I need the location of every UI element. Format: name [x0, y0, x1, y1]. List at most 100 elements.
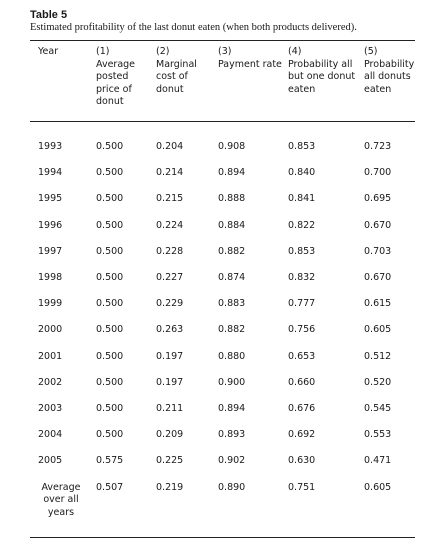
- cell-probability-all-but-one: 0.822: [288, 219, 316, 231]
- cell-payment-rate: 0.900: [218, 376, 246, 388]
- cell-probability-all: 0.670: [364, 272, 392, 283]
- cell-probability-all: 0.512: [364, 350, 392, 362]
- cell-average-posted-price: 0.500: [96, 350, 124, 362]
- cell-probability-all-but-one: 0.676: [288, 403, 316, 414]
- summary-cell-probability-all: 0.605: [364, 481, 392, 493]
- summary-cell-payment-rate: 0.890: [218, 481, 246, 493]
- cell-probability-all: 0.553: [364, 429, 392, 441]
- cell-year: 1993: [38, 141, 63, 152]
- cell-marginal-cost: 0.209: [156, 429, 184, 441]
- cell-probability-all-but-one: 0.853: [288, 141, 316, 152]
- cell-probability-all-but-one: 0.653: [288, 350, 316, 362]
- cell-average-posted-price: 0.575: [96, 455, 124, 467]
- cell-average-posted-price: 0.500: [96, 245, 124, 257]
- table-row: 1994 0.500 0.214 0.894 0.840 0.700: [0, 167, 438, 181]
- cell-year: 2004: [38, 429, 63, 441]
- cell-probability-all-but-one: 0.840: [288, 167, 316, 179]
- cell-year: 1999: [38, 298, 63, 310]
- bottom-rule: [30, 537, 415, 538]
- cell-payment-rate: 0.882: [218, 245, 246, 257]
- cell-marginal-cost: 0.197: [156, 350, 184, 362]
- cell-probability-all-but-one: 0.660: [288, 376, 316, 388]
- cell-probability-all: 0.615: [364, 298, 392, 310]
- header-year: Year: [38, 46, 59, 57]
- cell-probability-all: 0.723: [364, 141, 392, 152]
- cell-probability-all-but-one: 0.692: [288, 429, 316, 441]
- table-row: 2000 0.500 0.263 0.882 0.756 0.605: [0, 324, 438, 338]
- cell-year: 1995: [38, 193, 63, 205]
- summary-cell-probability-all-but-one: 0.751: [288, 481, 316, 493]
- cell-marginal-cost: 0.214: [156, 167, 184, 179]
- summary-label: Average over all years: [41, 481, 81, 518]
- cell-probability-all: 0.545: [364, 403, 392, 414]
- cell-year: 1998: [38, 272, 63, 283]
- cell-payment-rate: 0.902: [218, 455, 246, 467]
- cell-probability-all-but-one: 0.756: [288, 324, 316, 336]
- cell-marginal-cost: 0.215: [156, 193, 184, 205]
- cell-average-posted-price: 0.500: [96, 219, 124, 231]
- cell-marginal-cost: 0.204: [156, 141, 184, 152]
- header-probability-all: (5) Probability all donuts eaten: [364, 46, 415, 95]
- top-rule: [30, 40, 415, 41]
- cell-marginal-cost: 0.225: [156, 455, 184, 467]
- header-rule: [30, 121, 415, 122]
- header-marginal-cost: (2) Marginal cost of donut: [156, 46, 197, 95]
- table-caption: Estimated profitability of the last donu…: [30, 22, 357, 33]
- cell-year: 1994: [38, 167, 63, 179]
- cell-marginal-cost: 0.229: [156, 298, 184, 310]
- table-row: 1993 0.500 0.204 0.908 0.853 0.723: [0, 141, 438, 155]
- cell-marginal-cost: 0.224: [156, 219, 184, 231]
- cell-year: 2005: [38, 455, 63, 467]
- cell-payment-rate: 0.884: [218, 219, 246, 231]
- cell-average-posted-price: 0.500: [96, 272, 124, 283]
- cell-payment-rate: 0.908: [218, 141, 246, 152]
- summary-cell-average-posted-price: 0.507: [96, 481, 124, 493]
- table-row: 2003 0.500 0.211 0.894 0.676 0.545: [0, 403, 438, 417]
- cell-probability-all: 0.700: [364, 167, 392, 179]
- cell-probability-all: 0.670: [364, 219, 392, 231]
- cell-year: 2000: [38, 324, 63, 336]
- cell-probability-all-but-one: 0.630: [288, 455, 316, 467]
- cell-year: 1996: [38, 219, 63, 231]
- cell-average-posted-price: 0.500: [96, 403, 124, 414]
- cell-payment-rate: 0.874: [218, 272, 246, 283]
- cell-payment-rate: 0.880: [218, 350, 246, 362]
- cell-payment-rate: 0.894: [218, 403, 246, 414]
- cell-probability-all-but-one: 0.853: [288, 245, 316, 257]
- cell-average-posted-price: 0.500: [96, 376, 124, 388]
- cell-average-posted-price: 0.500: [96, 141, 124, 152]
- cell-probability-all: 0.520: [364, 376, 392, 388]
- table-row: 1998 0.500 0.227 0.874 0.832 0.670: [0, 272, 438, 286]
- cell-year: 1997: [38, 245, 63, 257]
- cell-year: 2002: [38, 376, 63, 388]
- cell-payment-rate: 0.894: [218, 167, 246, 179]
- cell-probability-all: 0.695: [364, 193, 392, 205]
- table-row: 1997 0.500 0.228 0.882 0.853 0.703: [0, 246, 438, 260]
- cell-marginal-cost: 0.227: [156, 272, 184, 283]
- table-summary-row: Average over all years 0.507 0.219 0.890 0.7…: [0, 481, 438, 518]
- cell-payment-rate: 0.883: [218, 298, 246, 310]
- cell-probability-all-but-one: 0.841: [288, 193, 316, 205]
- table-label: Table 5: [30, 9, 68, 21]
- table-row: 2005 0.575 0.225 0.902 0.630 0.471: [0, 455, 438, 469]
- cell-average-posted-price: 0.500: [96, 298, 124, 310]
- cell-payment-rate: 0.893: [218, 429, 246, 441]
- cell-average-posted-price: 0.500: [96, 167, 124, 179]
- cell-average-posted-price: 0.500: [96, 429, 124, 441]
- header-payment-rate: (3) Payment rate: [218, 46, 282, 70]
- cell-probability-all: 0.605: [364, 324, 392, 336]
- cell-payment-rate: 0.888: [218, 193, 246, 205]
- summary-cell-marginal-cost: 0.219: [156, 481, 184, 493]
- header-probability-all-but-one: (4) Probability all but one donut eaten: [288, 46, 356, 95]
- table-row: 2004 0.500 0.209 0.893 0.692 0.553: [0, 429, 438, 443]
- cell-probability-all: 0.471: [364, 455, 392, 467]
- cell-payment-rate: 0.882: [218, 324, 246, 336]
- cell-year: 2001: [38, 350, 63, 362]
- cell-marginal-cost: 0.263: [156, 324, 184, 336]
- cell-average-posted-price: 0.500: [96, 193, 124, 205]
- cell-average-posted-price: 0.500: [96, 324, 124, 336]
- cell-year: 2003: [38, 403, 63, 414]
- cell-probability-all: 0.703: [364, 245, 392, 257]
- table-row: 1996 0.500 0.224 0.884 0.822 0.670: [0, 220, 438, 234]
